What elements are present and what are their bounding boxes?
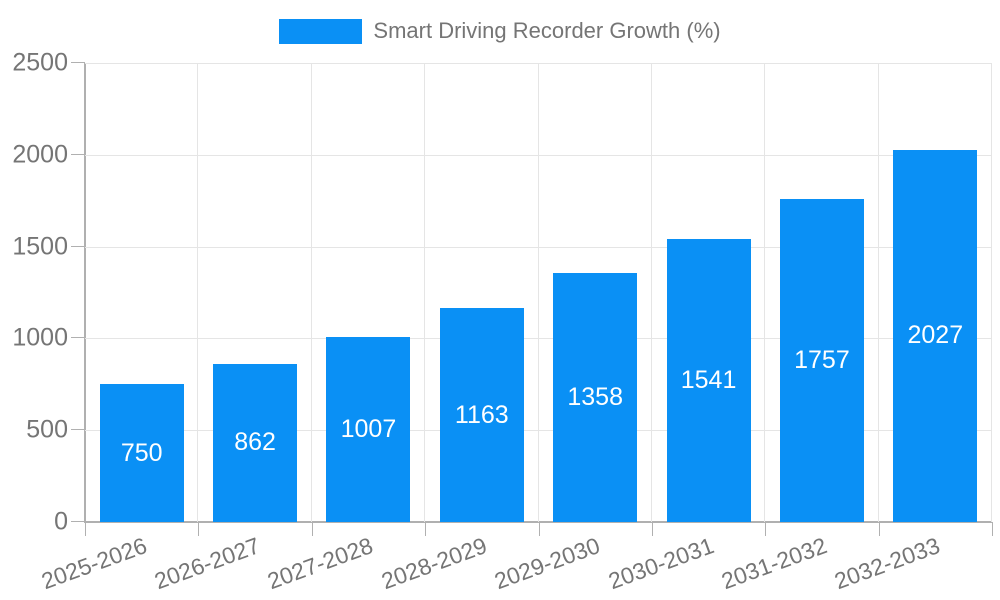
y-tick-label: 2500	[12, 48, 68, 77]
x-tick-mark	[538, 522, 540, 536]
y-tick-label: 2000	[12, 140, 68, 169]
y-tick-mark	[71, 62, 85, 63]
bar[interactable]: 862	[213, 363, 298, 522]
bar-value-label: 1007	[340, 415, 397, 444]
x-tick-label: 2030-2031	[604, 532, 717, 595]
gridline-vertical	[197, 63, 199, 522]
bar-value-label: 1358	[567, 382, 623, 411]
gridline-vertical	[424, 63, 426, 522]
x-tick-mark	[85, 522, 86, 536]
plot-area: 750 862 1007 1163 1358 1541 1757 2027	[84, 63, 992, 523]
bar[interactable]: 1007	[326, 337, 411, 522]
x-tick-mark	[651, 522, 653, 536]
x-tick-label: 2026-2027	[151, 532, 264, 595]
bar[interactable]: 1358	[553, 272, 638, 522]
bar[interactable]: 1163	[439, 308, 524, 522]
gridline-horizontal	[85, 338, 992, 340]
bar-value-label: 2027	[907, 321, 964, 350]
bar-value-label: 750	[120, 438, 163, 467]
gridline-vertical	[537, 63, 539, 522]
x-tick-label: 2032-2033	[831, 532, 944, 595]
x-tick-label: 2028-2029	[377, 532, 491, 595]
bar-value-label: 1757	[794, 346, 850, 375]
x-tick-mark	[992, 522, 993, 536]
gridline-horizontal	[85, 154, 992, 156]
bar-value-label: 1163	[454, 400, 509, 429]
x-tick-label: 2029-2030	[491, 532, 604, 595]
y-tick-mark	[71, 521, 85, 522]
legend-label: Smart Driving Recorder Growth (%)	[373, 18, 721, 43]
bar[interactable]: 2027	[893, 149, 978, 522]
x-tick-mark	[311, 522, 313, 536]
x-tick-label: 2025-2026	[37, 532, 150, 595]
bar-value-label: 862	[234, 428, 276, 457]
y-axis-line	[84, 63, 86, 522]
gridline-vertical	[310, 63, 312, 522]
x-tick-label: 2027-2028	[264, 532, 377, 595]
bar[interactable]: 1757	[779, 199, 864, 522]
y-tick-label: 1500	[12, 232, 68, 261]
y-tick-mark	[71, 245, 85, 247]
gridline-vertical	[650, 63, 652, 522]
y-tick-label: 1000	[12, 323, 68, 352]
bar[interactable]: 750	[99, 384, 184, 522]
legend-swatch-icon	[279, 18, 363, 44]
bar[interactable]: 1541	[666, 239, 751, 522]
x-tick-label: 2031-2032	[717, 532, 831, 595]
gridline-vertical	[877, 63, 879, 522]
bar-value-label: 1541	[680, 366, 737, 395]
x-tick-mark	[198, 522, 200, 536]
y-tick-label: 500	[26, 415, 68, 444]
x-tick-mark	[878, 522, 880, 536]
y-tick-label: 0	[54, 507, 68, 536]
gridline-horizontal	[85, 430, 992, 432]
y-tick-mark	[71, 337, 85, 339]
legend[interactable]: Smart Driving Recorder Growth (%)	[0, 17, 1000, 45]
y-tick-mark	[71, 153, 85, 155]
gridline-horizontal	[85, 246, 992, 248]
x-axis-line	[84, 521, 992, 523]
x-tick-mark	[765, 522, 767, 536]
gridline-vertical	[764, 63, 766, 522]
gridline-horizontal	[85, 63, 992, 64]
y-tick-mark	[71, 429, 85, 431]
gridline-vertical	[991, 63, 992, 522]
x-tick-mark	[425, 522, 427, 536]
